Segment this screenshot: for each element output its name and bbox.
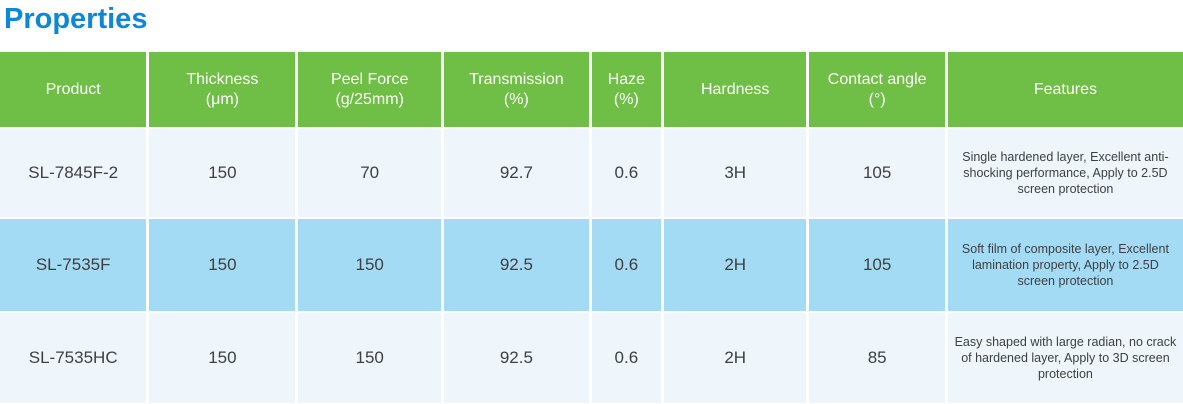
- cell-features: Single hardened layer, Excellent anti-sh…: [946, 128, 1183, 219]
- cell-features: Easy shaped with large radian, no crack …: [946, 312, 1183, 404]
- column-header-features: Features: [946, 52, 1183, 129]
- column-header-transmission: Transmission (%): [442, 52, 592, 129]
- cell-product: SL-7535F: [0, 218, 150, 313]
- column-header-peel-force: Peel Force (g/25mm): [296, 52, 444, 129]
- table-row: SL-7535HC 150 150 92.5 0.6 2H 85 Easy sh…: [0, 312, 1183, 404]
- cell-peel-force: 70: [296, 128, 444, 219]
- cell-hardness: 2H: [662, 218, 810, 313]
- cell-thickness: 150: [147, 312, 299, 404]
- cell-transmission: 92.5: [442, 218, 592, 313]
- column-header-thickness: Thickness (μm): [147, 52, 299, 129]
- cell-hardness: 2H: [662, 312, 810, 404]
- column-header-haze: Haze (%): [590, 52, 664, 129]
- cell-contact-angle: 105: [807, 218, 948, 313]
- cell-transmission: 92.7: [442, 128, 592, 219]
- cell-thickness: 150: [147, 218, 299, 313]
- cell-transmission: 92.5: [442, 312, 592, 404]
- column-header-contact-angle: Contact angle (°): [807, 52, 948, 129]
- cell-haze: 0.6: [590, 312, 664, 404]
- cell-product: SL-7535HC: [0, 312, 150, 404]
- table-header-row: Product Thickness (μm) Peel Force (g/25m…: [0, 52, 1183, 129]
- table-row: SL-7845F-2 150 70 92.7 0.6 3H 105 Single…: [0, 128, 1183, 219]
- cell-peel-force: 150: [296, 218, 444, 313]
- cell-thickness: 150: [147, 128, 299, 219]
- cell-haze: 0.6: [590, 128, 664, 219]
- cell-hardness: 3H: [662, 128, 810, 219]
- table-row: SL-7535F 150 150 92.5 0.6 2H 105 Soft fi…: [0, 218, 1183, 313]
- properties-table: Product Thickness (μm) Peel Force (g/25m…: [0, 52, 1183, 404]
- cell-features: Soft film of composite layer, Excellent …: [946, 218, 1183, 313]
- cell-peel-force: 150: [296, 312, 444, 404]
- column-header-hardness: Hardness: [662, 52, 810, 129]
- cell-contact-angle: 105: [807, 128, 948, 219]
- page-title: Properties: [4, 3, 148, 35]
- cell-product: SL-7845F-2: [0, 128, 150, 219]
- cell-contact-angle: 85: [807, 312, 948, 404]
- column-header-product: Product: [0, 52, 150, 129]
- cell-haze: 0.6: [590, 218, 664, 313]
